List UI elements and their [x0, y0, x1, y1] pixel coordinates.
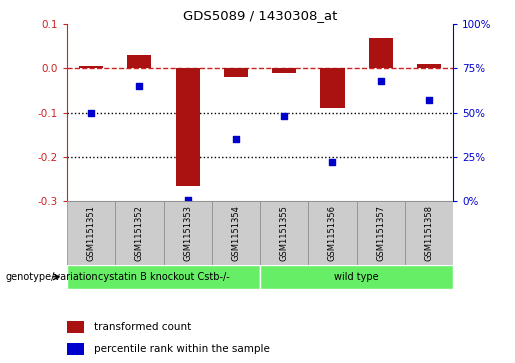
Bar [67, 343, 84, 355]
Bar [67, 201, 115, 265]
Bar [405, 201, 453, 265]
Point [135, 83, 144, 89]
Bar [356, 201, 405, 265]
Bar [320, 68, 345, 108]
Bar [260, 265, 453, 289]
Text: transformed count: transformed count [94, 322, 191, 332]
Text: wild type: wild type [334, 272, 379, 282]
Bar [115, 201, 163, 265]
Text: GSM1151351: GSM1151351 [87, 205, 96, 261]
Text: GSM1151356: GSM1151356 [328, 205, 337, 261]
Bar [127, 55, 151, 68]
Text: GSM1151355: GSM1151355 [280, 205, 289, 261]
Bar [369, 38, 393, 68]
Text: GSM1151358: GSM1151358 [424, 205, 434, 261]
Point [329, 159, 337, 165]
Point [183, 197, 192, 203]
Bar [163, 201, 212, 265]
Text: cystatin B knockout Cstb-/-: cystatin B knockout Cstb-/- [98, 272, 229, 282]
Bar [79, 66, 103, 68]
Text: GSM1151352: GSM1151352 [135, 205, 144, 261]
Bar [224, 68, 248, 77]
Text: GSM1151357: GSM1151357 [376, 205, 385, 261]
Bar [272, 68, 296, 73]
Point [376, 78, 385, 83]
Title: GDS5089 / 1430308_at: GDS5089 / 1430308_at [183, 9, 337, 23]
Point [87, 110, 95, 115]
Bar [308, 201, 356, 265]
Bar [260, 201, 308, 265]
Point [425, 97, 433, 103]
Point [280, 113, 288, 119]
Bar [67, 265, 260, 289]
Text: genotype/variation: genotype/variation [5, 272, 98, 282]
Text: GSM1151353: GSM1151353 [183, 205, 192, 261]
Bar [212, 201, 260, 265]
Bar [67, 321, 84, 333]
Text: percentile rank within the sample: percentile rank within the sample [94, 344, 270, 354]
Text: GSM1151354: GSM1151354 [231, 205, 241, 261]
Bar [417, 64, 441, 68]
Bar [176, 68, 200, 186]
Point [232, 136, 240, 142]
